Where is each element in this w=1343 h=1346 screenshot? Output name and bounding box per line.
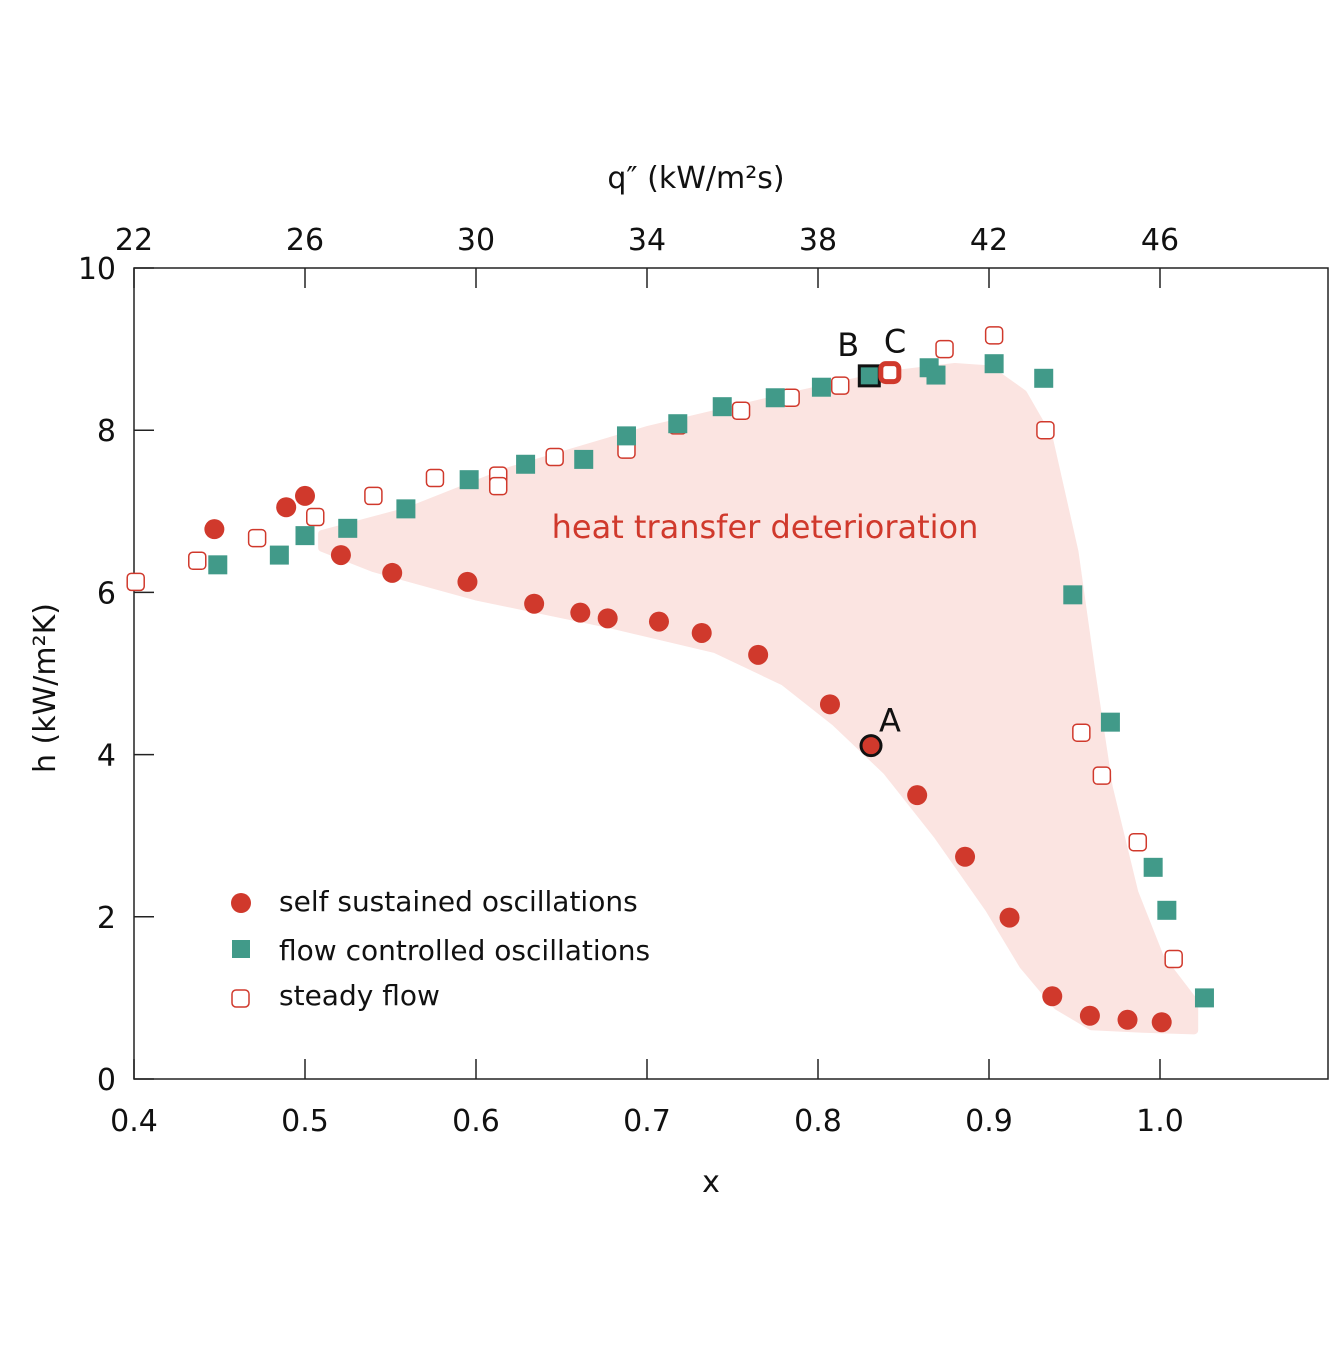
x-axis-label: x [702, 1165, 720, 1200]
region-label: heat transfer deterioration [552, 508, 979, 546]
steady-flow-point [1128, 832, 1148, 852]
self-sustained-point [907, 785, 928, 806]
x-tick-label: 0.7 [623, 1104, 671, 1139]
self-sustained-point [457, 571, 478, 592]
flow-controlled-point [616, 426, 636, 446]
steady-flow-point [364, 486, 383, 506]
legend-marker-self-sustained [231, 893, 251, 913]
x-tick-label: 0.8 [794, 1104, 842, 1139]
self-sustained-point [1151, 1012, 1172, 1033]
flow-controlled-point [811, 377, 831, 397]
x-tick-label: 0.4 [110, 1104, 158, 1139]
flow-controlled-point [668, 414, 688, 434]
x2-tick-label: 38 [799, 223, 837, 258]
x-tick-label: 0.6 [452, 1104, 500, 1139]
x2-tick-label: 34 [628, 223, 666, 258]
self-sustained-point [819, 694, 840, 715]
steady-flow-point [126, 572, 145, 592]
flow-controlled-point [712, 397, 732, 417]
legend-marker-flow-controlled [232, 940, 250, 958]
y-tick-label: 10 [78, 252, 116, 287]
self-sustained-point [1079, 1005, 1100, 1026]
point-b-label: B [837, 326, 859, 364]
steady-flow-point [1092, 766, 1112, 785]
flow-controlled-point [459, 470, 479, 490]
flow-controlled-point [574, 449, 594, 469]
self-sustained-point [999, 907, 1020, 928]
self-sustained-point [1042, 986, 1063, 1007]
y-tick-label: 2 [97, 901, 116, 936]
y-tick-label: 8 [97, 414, 116, 449]
steady-flow-point [306, 507, 325, 527]
flow-controlled-point [295, 526, 315, 546]
flow-controlled-point [1100, 712, 1120, 732]
self-sustained-point [748, 644, 769, 665]
x2-tick-label: 42 [970, 223, 1008, 258]
self-sustained-point [691, 622, 712, 643]
self-sustained-point [204, 519, 225, 540]
point-a-label: A [879, 702, 901, 740]
self-sustained-point [648, 611, 669, 632]
flow-controlled-point [269, 545, 289, 565]
steady-flow-point [1072, 723, 1091, 742]
y-tick-label: 4 [97, 739, 116, 774]
flow-controlled-point [208, 555, 228, 575]
self-sustained-point [276, 497, 297, 518]
y-axis-label: h (kW/m²K) [28, 603, 63, 773]
x2-tick-label: 46 [1141, 223, 1179, 258]
y-tick-label: 6 [97, 576, 116, 611]
x2-tick-label: 26 [286, 223, 324, 258]
deterioration-region [318, 362, 1199, 1035]
legend-label-flow-controlled: flow controlled oscillations [279, 934, 650, 967]
x-tick-label: 0.9 [965, 1104, 1013, 1139]
flow-controlled-point [1034, 368, 1054, 388]
x-tick-label: 0.5 [281, 1104, 329, 1139]
steady-flow-point [488, 476, 508, 496]
steady-flow-point [935, 339, 954, 359]
flow-controlled-point [516, 454, 536, 474]
flow-controlled-point [926, 365, 946, 385]
flow-controlled-point [1143, 857, 1163, 877]
self-sustained-point [955, 846, 976, 867]
self-sustained-point [382, 562, 403, 583]
flow-controlled-point [984, 354, 1004, 374]
x2-axis-label: q″ (kW/m²s) [607, 161, 784, 196]
legend-label-self-sustained: self sustained oscillations [279, 885, 638, 918]
self-sustained-point [597, 608, 618, 629]
flow-controlled-point [765, 388, 785, 408]
self-sustained-point [524, 593, 545, 614]
legend-label-steady-flow: steady flow [279, 979, 440, 1012]
self-sustained-point [295, 485, 315, 506]
steady-flow-point [731, 401, 751, 420]
steady-flow-point [545, 447, 564, 467]
point-b-marker [857, 364, 881, 388]
plot-frame [133, 267, 1329, 1080]
steady-flow-point [425, 468, 445, 488]
y-tick-label: 0 [97, 1063, 116, 1098]
x2-tick-label: 22 [115, 223, 153, 258]
steady-flow-point [830, 376, 850, 395]
point-c-marker [878, 361, 902, 385]
flow-controlled-point [1063, 585, 1083, 605]
flow-controlled-point [338, 518, 358, 538]
self-sustained-point [570, 602, 591, 623]
x-tick-label: 1.0 [1136, 1104, 1184, 1139]
self-sustained-point [1117, 1009, 1138, 1030]
point-c-label: C [884, 323, 906, 361]
steady-flow-point [1036, 420, 1055, 440]
flow-controlled-point [396, 499, 416, 519]
x2-tick-label: 30 [457, 223, 495, 258]
steady-flow-point [247, 528, 267, 548]
flow-controlled-point [1157, 900, 1177, 920]
point-a-marker [859, 734, 883, 758]
self-sustained-point [330, 545, 351, 566]
steady-flow-point [984, 326, 1004, 345]
legend: self sustained oscillations flow control… [231, 885, 650, 1012]
legend-marker-steady-flow [231, 989, 250, 1008]
steady-flow-point [1164, 949, 1183, 969]
flow-controlled-point [1194, 988, 1214, 1008]
steady-flow-point [188, 551, 207, 571]
